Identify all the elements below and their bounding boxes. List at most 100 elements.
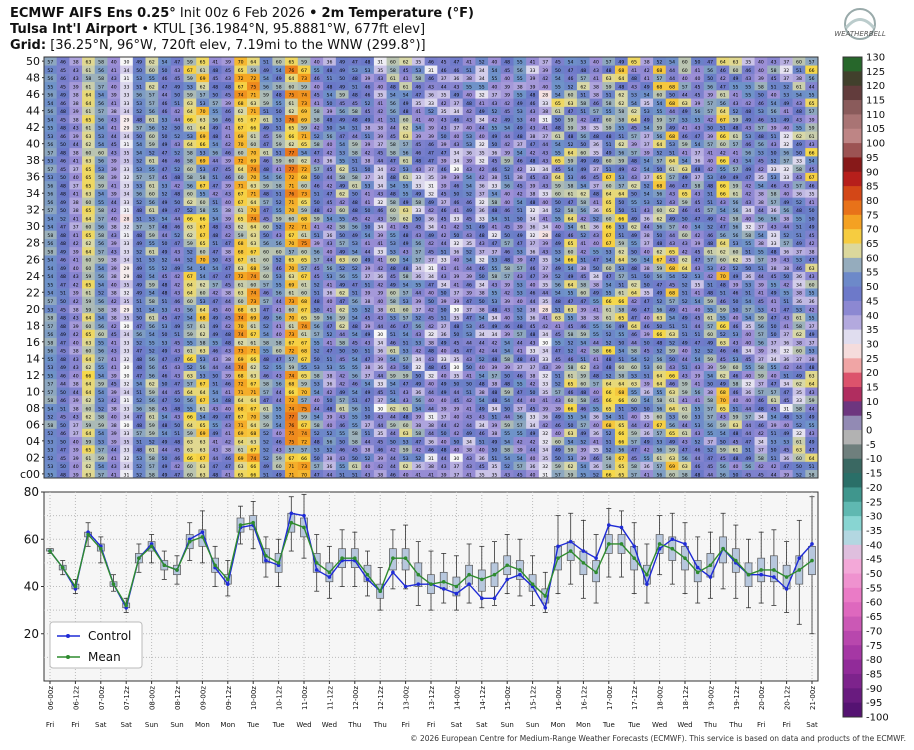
heatmap-cell	[437, 428, 451, 438]
heatmap-cell-value: 63	[200, 464, 206, 470]
heatmap-cell	[716, 387, 730, 396]
heatmap-cell-value: 62	[618, 249, 624, 255]
heatmap-cell-value: 30	[377, 406, 383, 412]
heatmap-cell	[627, 428, 641, 438]
heatmap-cell-value: 49	[593, 291, 599, 297]
heatmap-cell-value: 59	[682, 390, 688, 396]
heatmap-cell-value: 35	[479, 472, 485, 478]
heatmap-cell	[691, 428, 705, 438]
heatmap-cell	[488, 461, 502, 471]
heatmap-cell-value: 41	[682, 150, 688, 156]
heatmap-cell-value: 57	[580, 423, 586, 429]
heatmap-cell-value: 43	[174, 373, 180, 379]
heatmap-cell-value: 56	[720, 233, 726, 239]
heatmap-cell	[183, 403, 197, 413]
heatmap-cell-value: 55	[301, 365, 307, 371]
heatmap-cell-value: 55	[98, 365, 104, 371]
heatmap-cell-value: 50	[809, 208, 815, 214]
heatmap-cell-value: 59	[618, 159, 624, 165]
heatmap-cell-value: 37	[758, 382, 764, 388]
heatmap-cell-value: 32	[542, 439, 548, 445]
heatmap-cell-value: 52	[415, 316, 421, 322]
heatmap-cell-value: 33	[124, 340, 130, 346]
heatmap-cell-value: 63	[187, 225, 193, 231]
heatmap-cell-value: 42	[517, 167, 523, 173]
heatmap-cell-value: 66	[606, 390, 612, 396]
heatmap-cell-value: 39	[580, 448, 586, 454]
heatmap-cell	[323, 411, 337, 421]
heatmap-cell	[614, 387, 628, 396]
heatmap-cell-value: 34	[771, 357, 777, 363]
heatmap-cell-value: 52	[187, 258, 193, 264]
heatmap-cell	[602, 461, 616, 471]
heatmap-cell	[589, 403, 603, 413]
heatmap-cell	[640, 461, 654, 471]
heatmap-cell-value: 59	[707, 357, 713, 363]
heatmap-cell-value: 56	[682, 456, 688, 462]
heatmap-cell-value: 47	[745, 439, 751, 445]
heatmap-cell	[716, 436, 730, 446]
heatmap-cell-value: 36	[415, 390, 421, 396]
heatmap-cell	[310, 403, 324, 413]
heatmap-cell	[221, 395, 235, 404]
heatmap-cell	[653, 461, 667, 471]
heatmap-cell-value: 61	[403, 159, 409, 165]
heatmap-cell-value: 32	[124, 357, 130, 363]
heatmap-cell-value: 46	[479, 431, 485, 437]
heatmap-cell-value: 62	[580, 365, 586, 371]
heatmap-cell-value: 63	[682, 167, 688, 173]
heatmap-cell	[208, 411, 222, 421]
heatmap-cell-value: 43	[403, 398, 409, 404]
heatmap-cell	[475, 444, 489, 454]
heatmap-cell-value: 68	[618, 390, 624, 396]
heatmap-cell-value: 41	[466, 406, 472, 412]
heatmap-cell	[234, 403, 248, 413]
heatmap-cell	[361, 411, 375, 421]
heatmap-cell-value: 32	[542, 373, 548, 379]
heatmap-cell-value: 50	[60, 175, 66, 181]
heatmap-cell	[564, 436, 578, 446]
heatmap-cell-value: 59	[504, 159, 510, 165]
heatmap-cell-value: 47	[162, 167, 168, 173]
heatmap-cell-value: 52	[733, 266, 739, 272]
heatmap-cell-value: 43	[365, 472, 371, 478]
heatmap-cell-value: 51	[745, 249, 751, 255]
heatmap-cell-value: 49	[809, 332, 815, 338]
heatmap-cell-value: 49	[809, 439, 815, 445]
heatmap-cell-value: 56	[47, 349, 53, 355]
heatmap-cell	[120, 436, 134, 446]
heatmap-cell-value: 64	[568, 216, 574, 222]
heatmap-cell-value: 47	[276, 357, 282, 363]
heatmap-cell-value: 47	[783, 390, 789, 396]
heatmap-cell-value: 46	[530, 291, 536, 297]
heatmap-cell-value: 58	[390, 142, 396, 148]
heatmap-cell-value: 30	[453, 167, 459, 173]
heatmap-cell-value: 51	[314, 233, 320, 239]
heatmap-cell-value: 46	[390, 472, 396, 478]
heatmap-cell-value: 57	[555, 390, 561, 396]
heatmap-cell-value: 73	[301, 464, 307, 470]
heatmap-cell-value: 60	[403, 307, 409, 313]
heatmap-cell-value: 60	[263, 225, 269, 231]
heatmap-cell	[703, 403, 717, 413]
heatmap-cell-value: 60	[98, 150, 104, 156]
heatmap-cell	[259, 461, 273, 471]
heatmap-cell-value: 34	[377, 183, 383, 189]
heatmap-cell-value: 59	[390, 216, 396, 222]
heatmap-cell	[361, 461, 375, 471]
heatmap-cell-value: 46	[707, 233, 713, 239]
heatmap-cell-value: 58	[98, 175, 104, 181]
heatmap-cell-value: 51	[136, 216, 142, 222]
heatmap-cell-value: 52	[60, 216, 66, 222]
heatmap-cell-value: 38	[225, 357, 231, 363]
heatmap-cell-value: 40	[695, 307, 701, 313]
heatmap-cell-value: 43	[796, 175, 802, 181]
heatmap-cell-value: 56	[327, 266, 333, 272]
heatmap-cell-value: 58	[352, 431, 358, 437]
heatmap-cell-value: 32	[124, 175, 130, 181]
heatmap-cell-value: 50	[415, 373, 421, 379]
heatmap-cell-value: 48	[492, 398, 498, 404]
heatmap-cell-value: 50	[745, 266, 751, 272]
heatmap-cell-value: 46	[174, 159, 180, 165]
heatmap-cell-value: 60	[187, 472, 193, 478]
